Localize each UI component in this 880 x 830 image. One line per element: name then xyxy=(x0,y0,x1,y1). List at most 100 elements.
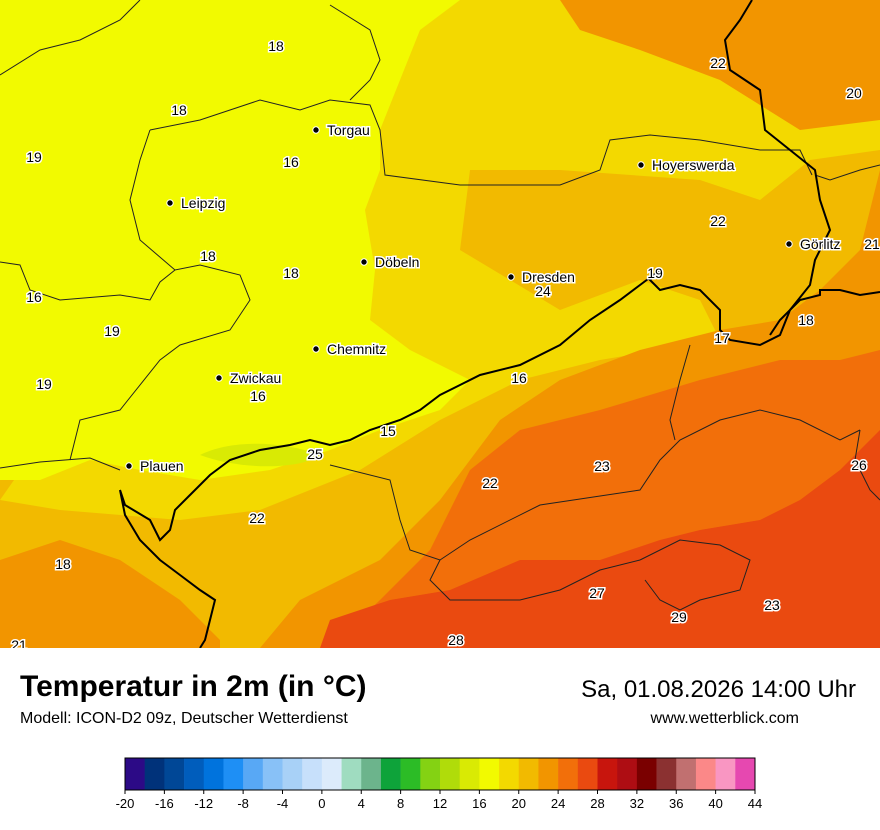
city-label: Hoyerswerda xyxy=(652,157,735,173)
city-görlitz: Görlitz xyxy=(785,235,842,254)
temperature-label: 23 xyxy=(764,597,780,613)
city-dot xyxy=(125,462,133,470)
legend-swatch xyxy=(321,758,342,790)
legend-tick-label: 36 xyxy=(669,796,683,811)
temperature-label: 19 xyxy=(647,265,663,281)
temperature-label: 25 xyxy=(307,446,323,462)
legend-swatch xyxy=(597,758,618,790)
temperature-label: 21 xyxy=(11,637,27,648)
legend-tick-label: 28 xyxy=(590,796,604,811)
temperature-label: 21 xyxy=(864,236,880,252)
legend-swatch xyxy=(440,758,460,790)
legend-swatch xyxy=(499,758,520,790)
website-link[interactable]: www.wetterblick.com xyxy=(650,710,799,727)
legend-swatch xyxy=(695,758,716,790)
legend-tick-label: 20 xyxy=(512,796,526,811)
temperature-label: 18 xyxy=(798,312,814,328)
legend-swatch xyxy=(341,758,362,790)
temperature-label: 15 xyxy=(380,423,396,439)
legend-swatch xyxy=(184,758,205,790)
city-label: Görlitz xyxy=(800,236,840,252)
legend-swatch xyxy=(203,758,224,790)
city-dot xyxy=(166,199,174,207)
temperature-label: 16 xyxy=(283,154,299,170)
city-label: Zwickau xyxy=(230,370,281,386)
temperature-label: 18 xyxy=(171,102,187,118)
zone-24-southwest xyxy=(0,540,220,648)
temperature-label: 16 xyxy=(250,388,266,404)
forecast-datetime: Sa, 01.08.2026 14:00 Uhr xyxy=(581,676,856,703)
legend-swatch xyxy=(243,758,264,790)
temperature-labels-layer: 18 22 20 18 19 16 22 21 18 18 16 19 24 18 19 17 16 19 16 15… xyxy=(10,37,880,649)
temperature-label: 29 xyxy=(671,609,687,625)
legend-swatch xyxy=(479,758,500,790)
legend-swatch xyxy=(459,758,480,790)
legend-swatch xyxy=(223,758,244,790)
legend-swatch xyxy=(518,758,539,790)
city-plauen: Plauen xyxy=(125,457,185,476)
city-dot xyxy=(507,273,515,281)
temperature-label: 28 xyxy=(448,632,464,648)
temperature-label: 22 xyxy=(249,510,265,526)
legend-tick-label: 40 xyxy=(708,796,722,811)
city-dot xyxy=(360,258,368,266)
temperature-label: 17 xyxy=(714,330,730,346)
city-label: Chemnitz xyxy=(327,341,386,357)
legend-swatch xyxy=(538,758,559,790)
legend-swatch xyxy=(164,758,185,790)
temperature-label: 27 xyxy=(589,585,605,601)
legend-swatch xyxy=(656,758,677,790)
temperature-label: 18 xyxy=(268,38,284,54)
legend-swatch xyxy=(735,758,756,790)
city-label: Torgau xyxy=(327,122,370,138)
city-label: Döbeln xyxy=(375,254,419,270)
city-dot xyxy=(312,126,320,134)
district-borders xyxy=(0,0,880,611)
legend-tick-label: 8 xyxy=(397,796,404,811)
city-chemnitz: Chemnitz xyxy=(312,340,388,359)
city-label: Leipzig xyxy=(181,195,225,211)
temperature-label: 23 xyxy=(594,458,610,474)
legend-swatch xyxy=(636,758,657,790)
city-label: Plauen xyxy=(140,458,184,474)
zone-17 xyxy=(0,0,470,480)
city-dot xyxy=(785,240,793,248)
model-info: Modell: ICON-D2 09z, Deutscher Wetterdie… xyxy=(20,710,348,727)
legend-tick-label: 32 xyxy=(630,796,644,811)
city-leipzig: Leipzig xyxy=(166,194,227,213)
temperature-label: 22 xyxy=(710,213,726,229)
legend-swatch xyxy=(302,758,323,790)
temperature-label: 18 xyxy=(55,556,71,572)
city-dot xyxy=(312,345,320,353)
legend-swatch xyxy=(577,758,598,790)
country-border xyxy=(119,0,832,648)
legend-swatch xyxy=(715,758,736,790)
temperature-label: 19 xyxy=(104,323,120,339)
city-döbeln: Döbeln xyxy=(360,253,421,272)
temperature-label: 16 xyxy=(26,289,42,305)
legend-swatch xyxy=(144,758,165,790)
legend-swatch xyxy=(400,758,421,790)
legend-tick-label: -16 xyxy=(155,796,174,811)
city-hoyerswerda: Hoyerswerda xyxy=(637,156,736,175)
city-dot xyxy=(637,161,645,169)
city-label: Dresden xyxy=(522,269,575,285)
temperature-map: Torgau Hoyerswerda Leipzig Görlitz Döbeln Dre… xyxy=(0,0,880,648)
legend-tick-label: 0 xyxy=(318,796,325,811)
city-torgau: Torgau xyxy=(312,121,371,140)
legend-tick-label: -20 xyxy=(116,796,135,811)
legend-tick-label: -12 xyxy=(194,796,213,811)
zone-24-north xyxy=(560,0,880,130)
cities-layer: Torgau Hoyerswerda Leipzig Görlitz Döbeln Dre… xyxy=(125,121,842,476)
legend-tick-label: 24 xyxy=(551,796,565,811)
temperature-label: 18 xyxy=(283,265,299,281)
legend-tick-label: 44 xyxy=(748,796,762,811)
temperature-label: 16 xyxy=(511,370,527,386)
temperature-label: 19 xyxy=(36,376,52,392)
legend-swatch xyxy=(125,758,145,790)
legend-swatch xyxy=(282,758,303,790)
legend-swatch xyxy=(262,758,283,790)
legend-tick-label: 4 xyxy=(358,796,365,811)
city-zwickau: Zwickau xyxy=(215,369,283,388)
city-dot xyxy=(215,374,223,382)
